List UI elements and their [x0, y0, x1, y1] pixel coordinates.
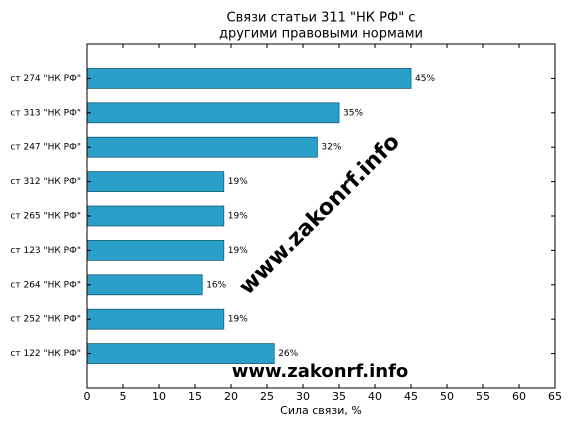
- x-tick-label: 20: [224, 390, 238, 403]
- value-label: 19%: [228, 177, 248, 187]
- x-tick-label: 40: [368, 390, 382, 403]
- value-label: 45%: [415, 74, 435, 84]
- x-tick-label: 25: [260, 390, 274, 403]
- x-tick-label: 5: [120, 390, 127, 403]
- bar: [86, 308, 225, 330]
- y-tick-label: ст 313 "НК РФ": [10, 108, 81, 118]
- y-tick-label: ст 123 "НК РФ": [10, 246, 81, 256]
- bar: [86, 136, 318, 158]
- bar: [86, 205, 225, 227]
- y-tick-label: ст 122 "НК РФ": [10, 349, 81, 359]
- plot-frame: [86, 43, 556, 389]
- y-tick-label: ст 312 "НК РФ": [10, 177, 81, 187]
- y-tick-label: ст 265 "НК РФ": [10, 212, 81, 222]
- y-tick-label: ст 264 "НК РФ": [10, 280, 81, 290]
- x-tick-label: 30: [296, 390, 310, 403]
- watermark: www.zakonrf.info: [232, 361, 409, 382]
- value-label: 26%: [278, 349, 298, 359]
- y-tick-label: ст 274 "НК РФ": [10, 74, 81, 84]
- bar: [86, 343, 275, 365]
- x-tick-label: 15: [188, 390, 202, 403]
- value-label: 19%: [228, 246, 248, 256]
- x-tick-label: 65: [548, 390, 562, 403]
- bar: [86, 68, 412, 89]
- value-label: 32%: [321, 143, 341, 153]
- value-label: 16%: [206, 280, 226, 290]
- y-tick-label: ст 252 "НК РФ": [10, 315, 81, 325]
- x-tick-label: 50: [440, 390, 454, 403]
- value-label: 19%: [228, 212, 248, 222]
- bar: [86, 274, 203, 296]
- x-tick-label: 10: [152, 390, 166, 403]
- x-tick-label: 45: [404, 390, 418, 403]
- bar: [86, 171, 225, 193]
- x-tick-label: 60: [512, 390, 526, 403]
- y-tick-label: ст 247 "НК РФ": [10, 143, 81, 153]
- x-tick-label: 35: [332, 390, 346, 403]
- chart-title: другими правовыми нормами: [219, 27, 423, 42]
- bar: [86, 239, 225, 261]
- chart-title: Связи статьи 311 "НК РФ" с: [227, 11, 416, 26]
- x-tick-label: 55: [476, 390, 490, 403]
- value-label: 35%: [343, 108, 363, 118]
- x-axis-label: Сила связи, %: [280, 404, 362, 417]
- x-tick-label: 0: [84, 390, 91, 403]
- bar: [86, 102, 340, 124]
- value-label: 19%: [228, 315, 248, 325]
